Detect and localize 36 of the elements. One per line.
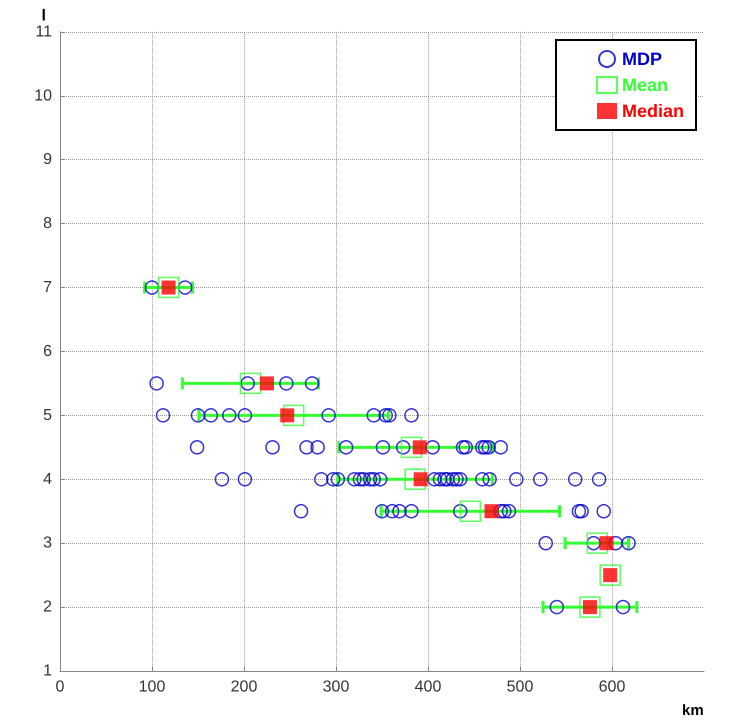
x-tick-label: 100 bbox=[138, 678, 166, 696]
y-tick-label: 3 bbox=[43, 534, 52, 552]
x-tick-label: 500 bbox=[506, 678, 534, 696]
y-tick-label: 8 bbox=[43, 215, 52, 232]
x-tick-label: 200 bbox=[230, 678, 258, 696]
legend-label: Median bbox=[622, 101, 684, 121]
point bbox=[599, 564, 621, 586]
x-tick-label: 0 bbox=[56, 678, 65, 696]
point bbox=[586, 532, 608, 554]
point bbox=[412, 440, 427, 454]
y-tick-label: 2 bbox=[43, 598, 52, 616]
point bbox=[158, 276, 180, 298]
point bbox=[484, 504, 498, 518]
point bbox=[579, 596, 601, 618]
x-tick-label: 400 bbox=[414, 678, 442, 696]
x-tick-label: 300 bbox=[322, 678, 350, 696]
y-tick-label: 10 bbox=[34, 87, 52, 104]
point bbox=[599, 536, 614, 550]
point bbox=[282, 404, 304, 426]
point bbox=[400, 436, 422, 458]
x-tick-label: 600 bbox=[598, 678, 626, 696]
y-tick-label: 5 bbox=[43, 406, 52, 424]
point bbox=[260, 376, 274, 390]
y-tick-label: 9 bbox=[43, 151, 52, 168]
legend-label: Mean bbox=[622, 75, 668, 95]
y-tick-label: 4 bbox=[43, 470, 52, 488]
point bbox=[460, 500, 482, 522]
y-tick-label: 1 bbox=[43, 662, 52, 680]
point bbox=[404, 468, 426, 490]
y-tick-label: 6 bbox=[43, 342, 52, 360]
x-axis-title: km bbox=[682, 702, 704, 719]
legend-label: MDP bbox=[622, 49, 662, 69]
y-axis-title: l bbox=[42, 8, 46, 24]
y-tick-label: 11 bbox=[35, 23, 52, 40]
y-tick-label: 7 bbox=[43, 279, 52, 296]
point bbox=[240, 372, 262, 394]
